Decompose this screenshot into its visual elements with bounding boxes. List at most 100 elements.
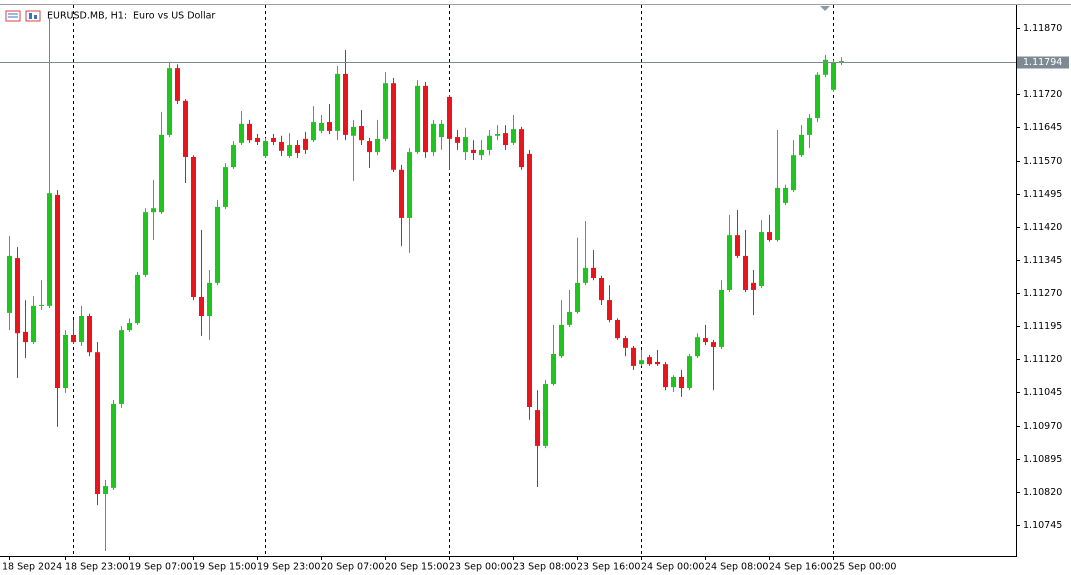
candle-body [175, 68, 180, 101]
y-tick-label: 1.11045 [1023, 387, 1062, 398]
candle-body [95, 352, 100, 495]
y-tick-label: 1.11195 [1023, 321, 1062, 332]
candle-body [215, 206, 220, 283]
x-tick-label: 18 Sep 23:00 [65, 562, 128, 573]
candle-body [735, 235, 740, 256]
candle-body [567, 312, 572, 325]
candle-body [71, 335, 76, 343]
candle-body [687, 356, 692, 389]
candle-body [319, 122, 324, 131]
x-tick-label: 23 Sep 00:00 [449, 562, 512, 573]
y-tick-label: 1.11495 [1023, 189, 1062, 200]
candle-body [615, 319, 620, 339]
x-tick-label: 23 Sep 16:00 [577, 562, 640, 573]
candle-body [479, 149, 484, 156]
x-tick-label: 24 Sep 00:00 [641, 562, 704, 573]
candle-body [591, 267, 596, 279]
candle-body [87, 316, 92, 353]
candle-body [583, 267, 588, 283]
candle-body [391, 83, 396, 170]
candle-body [703, 338, 708, 343]
y-tick-label: 1.11420 [1023, 222, 1062, 233]
candle-body [231, 145, 236, 168]
candle-body [655, 361, 660, 365]
candle-body [295, 145, 300, 153]
candle-body [311, 122, 316, 141]
y-tick-label: 1.11570 [1023, 156, 1062, 167]
y-tick-label: 1.11270 [1023, 288, 1062, 299]
candle-body [727, 235, 732, 290]
candle-body [807, 118, 812, 135]
candle-body [143, 212, 148, 275]
candle-body [279, 141, 284, 151]
candle-body [535, 410, 540, 446]
candle-body [39, 304, 44, 306]
candle-body [455, 137, 460, 143]
icon-bar [34, 15, 37, 19]
candle-body [799, 134, 804, 156]
candle-body [575, 282, 580, 313]
icon [25, 10, 41, 22]
candle-body [623, 338, 628, 348]
candle-body [263, 141, 268, 157]
candle-body [527, 153, 532, 408]
candle-body [511, 129, 516, 143]
toolbar-icons [5, 10, 41, 22]
candle-body [431, 123, 436, 153]
candle-body [607, 300, 612, 320]
candle-body [719, 289, 724, 347]
candle-body [199, 297, 204, 317]
candle-body [679, 376, 684, 389]
candle-body [223, 167, 228, 207]
candle-body [207, 282, 212, 317]
x-tick-label: 24 Sep 16:00 [769, 562, 832, 573]
candle-body [647, 357, 652, 365]
candle-body [415, 85, 420, 153]
candle-body [111, 403, 116, 488]
y-tick-label: 1.11645 [1023, 122, 1062, 133]
candle-body [423, 85, 428, 153]
icon-bar [29, 13, 32, 19]
candle-body [639, 360, 644, 365]
candle-body [487, 135, 492, 150]
candle-body [495, 133, 500, 136]
x-tick-label: 18 Sep 2024 [2, 562, 62, 573]
candle-body [631, 347, 636, 366]
candle-body [351, 126, 356, 136]
candle-body [543, 384, 548, 446]
candle-body [407, 152, 412, 218]
candle-body [135, 274, 140, 324]
candle-body [335, 73, 340, 131]
candle-body [471, 149, 476, 153]
candle-body [343, 73, 348, 135]
x-tick-label: 23 Sep 08:00 [513, 562, 576, 573]
candle-body [375, 138, 380, 153]
candle-body [831, 62, 836, 90]
candle-body [775, 187, 780, 241]
candle-body [287, 145, 292, 157]
candle-body [167, 68, 172, 135]
candle-body [559, 324, 564, 357]
candle-body [151, 208, 156, 213]
candle-body [303, 138, 308, 150]
candle-body [463, 137, 468, 153]
candle-body [383, 83, 388, 139]
candle-body [439, 123, 444, 138]
y-tick-label: 1.10895 [1023, 454, 1062, 465]
candle-body [159, 134, 164, 213]
candle-body [503, 133, 508, 146]
chart-title: EURUSD.MB, H1: Euro vs US Dollar [47, 11, 215, 22]
candle-body [247, 123, 252, 141]
candle-body [791, 155, 796, 191]
candle-body [191, 156, 196, 298]
x-tick-label: 19 Sep 07:00 [129, 562, 192, 573]
candle-body [519, 129, 524, 168]
candle-body [183, 100, 188, 157]
candle-body [79, 316, 84, 343]
x-tick-label: 20 Sep 15:00 [385, 562, 448, 573]
x-tick-label: 25 Sep 00:00 [833, 562, 896, 573]
candle-body [271, 137, 276, 142]
candle-body [399, 169, 404, 218]
